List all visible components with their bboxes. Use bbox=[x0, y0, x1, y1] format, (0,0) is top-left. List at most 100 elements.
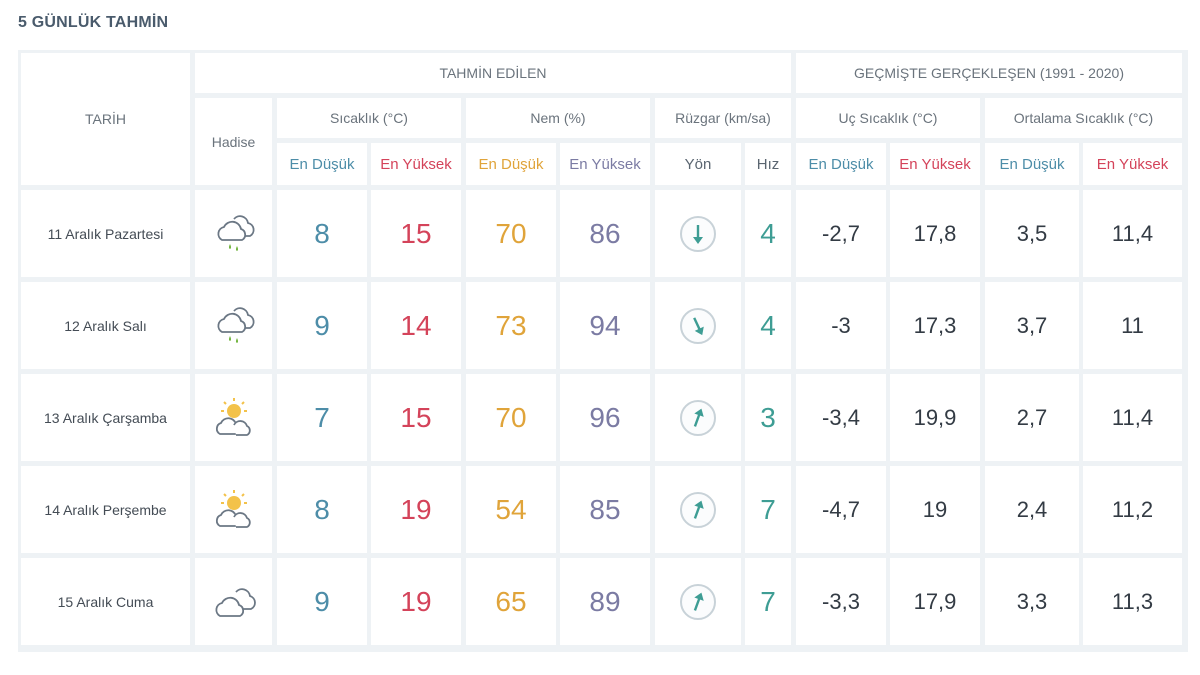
weather-icon-cell bbox=[195, 374, 272, 461]
wind-direction-cell bbox=[655, 466, 741, 553]
ort-high-value: 11,4 bbox=[1111, 220, 1154, 246]
humidity-high-value: 86 bbox=[589, 217, 621, 249]
wind-direction-cell bbox=[655, 558, 741, 645]
wind-speed-value: 3 bbox=[760, 401, 776, 433]
temp-high-value: 19 bbox=[400, 493, 432, 525]
humidity-high-value: 96 bbox=[589, 401, 621, 433]
ort-low-value: 3,7 bbox=[1016, 312, 1048, 338]
date-value: 14 Aralık Perşembe bbox=[44, 501, 167, 518]
humidity-low-value: 73 bbox=[495, 309, 527, 341]
humidity-high-cell: 94 bbox=[560, 282, 650, 369]
humidity-low-cell: 65 bbox=[466, 558, 556, 645]
wind-speed-cell: 4 bbox=[745, 282, 791, 369]
wind-speed-value: 4 bbox=[760, 217, 776, 249]
humidity-high-value: 94 bbox=[589, 309, 621, 341]
humidity-low-value: 54 bbox=[495, 493, 527, 525]
rain-cloud-icon bbox=[210, 302, 258, 350]
ort-low-cell: 2,7 bbox=[985, 374, 1079, 461]
uc-high-value: 17,8 bbox=[913, 220, 957, 246]
ort-high-cell: 11,4 bbox=[1083, 190, 1182, 277]
wind-speed-cell: 7 bbox=[745, 466, 791, 553]
wind-direction-cell bbox=[655, 282, 741, 369]
temp-high-value: 19 bbox=[400, 585, 432, 617]
ort-high-value: 11,3 bbox=[1111, 588, 1154, 614]
wind-direction-cell bbox=[655, 374, 741, 461]
ort-low-cell: 2,4 bbox=[985, 466, 1079, 553]
arrow-up-icon bbox=[693, 500, 704, 519]
header-ruzgar: Rüzgar (km/sa) bbox=[655, 98, 791, 138]
wind-compass bbox=[680, 399, 716, 436]
sub-nem-en-yuksek: En Yüksek bbox=[560, 143, 650, 185]
rain-cloud-icon bbox=[210, 210, 258, 258]
date-cell: 13 Aralık Çarşamba bbox=[21, 374, 190, 461]
uc-high-cell: 17,8 bbox=[890, 190, 980, 277]
temp-high-cell: 19 bbox=[371, 558, 461, 645]
uc-high-cell: 17,3 bbox=[890, 282, 980, 369]
header-tahmin-edilen: TAHMİN EDİLEN bbox=[195, 53, 791, 93]
weather-icon-cell bbox=[195, 466, 272, 553]
uc-high-value: 17,3 bbox=[913, 312, 957, 338]
uc-low-cell: -3,4 bbox=[796, 374, 886, 461]
wind-speed-value: 4 bbox=[760, 309, 776, 341]
ort-low-cell: 3,7 bbox=[985, 282, 1079, 369]
uc-low-cell: -4,7 bbox=[796, 466, 886, 553]
arrow-up-icon bbox=[693, 592, 704, 611]
uc-high-cell: 19 bbox=[890, 466, 980, 553]
date-value: 13 Aralık Çarşamba bbox=[44, 409, 167, 426]
weather-icon-cell bbox=[195, 190, 272, 277]
temp-high-value: 14 bbox=[400, 309, 432, 341]
humidity-low-cell: 73 bbox=[466, 282, 556, 369]
temp-low-cell: 8 bbox=[277, 190, 367, 277]
humidity-high-cell: 86 bbox=[560, 190, 650, 277]
header-nem: Nem (%) bbox=[466, 98, 650, 138]
sub-sicaklik-en-yuksek: En Yüksek bbox=[371, 143, 461, 185]
uc-high-value: 19,9 bbox=[913, 404, 957, 430]
temp-low-value: 8 bbox=[314, 493, 330, 525]
wind-compass bbox=[680, 583, 716, 620]
date-value: 12 Aralık Salı bbox=[64, 317, 147, 334]
humidity-low-cell: 70 bbox=[466, 374, 556, 461]
temp-low-cell: 8 bbox=[277, 466, 367, 553]
temp-low-value: 7 bbox=[314, 401, 330, 433]
uc-low-value: -3 bbox=[831, 312, 851, 338]
temp-high-cell: 14 bbox=[371, 282, 461, 369]
humidity-high-value: 85 bbox=[589, 493, 621, 525]
ort-low-cell: 3,5 bbox=[985, 190, 1079, 277]
date-cell: 15 Aralık Cuma bbox=[21, 558, 190, 645]
ort-high-cell: 11,3 bbox=[1083, 558, 1182, 645]
humidity-high-cell: 85 bbox=[560, 466, 650, 553]
sub-ruzgar-hiz: Hız bbox=[745, 143, 791, 185]
wind-compass bbox=[680, 307, 716, 344]
ort-low-value: 3,3 bbox=[1016, 588, 1048, 614]
date-value: 15 Aralık Cuma bbox=[57, 593, 154, 610]
ort-high-value: 11 bbox=[1121, 312, 1144, 338]
uc-low-cell: -3,3 bbox=[796, 558, 886, 645]
uc-high-cell: 19,9 bbox=[890, 374, 980, 461]
sun-cloud-icon bbox=[210, 486, 258, 534]
sub-sicaklik-en-dusuk: En Düşük bbox=[277, 143, 367, 185]
ort-high-value: 11,2 bbox=[1111, 496, 1154, 522]
sub-ort-en-yuksek: En Yüksek bbox=[1083, 143, 1182, 185]
sub-uc-en-dusuk: En Düşük bbox=[796, 143, 886, 185]
date-cell: 14 Aralık Perşembe bbox=[21, 466, 190, 553]
forecast-table: TARİH TAHMİN EDİLEN GEÇMİŞTE GERÇEKLEŞEN… bbox=[18, 50, 1188, 652]
wind-speed-value: 7 bbox=[760, 493, 776, 525]
humidity-low-cell: 54 bbox=[466, 466, 556, 553]
uc-low-cell: -2,7 bbox=[796, 190, 886, 277]
date-cell: 12 Aralık Salı bbox=[21, 282, 190, 369]
sub-ort-en-dusuk: En Düşük bbox=[985, 143, 1079, 185]
arrow-down-right-icon bbox=[693, 316, 704, 335]
humidity-low-value: 70 bbox=[495, 217, 527, 249]
date-value: 11 Aralık Pazartesi bbox=[47, 225, 164, 242]
humidity-high-cell: 96 bbox=[560, 374, 650, 461]
uc-high-value: 19 bbox=[922, 496, 948, 522]
header-tarih: TARİH bbox=[21, 53, 190, 185]
cloud-icon bbox=[210, 578, 258, 626]
uc-low-cell: -3 bbox=[796, 282, 886, 369]
humidity-high-cell: 89 bbox=[560, 558, 650, 645]
arrow-up-icon bbox=[693, 408, 704, 427]
header-ortalama-sicaklik: Ortalama Sıcaklık (°C) bbox=[985, 98, 1182, 138]
ort-high-value: 11,4 bbox=[1111, 404, 1154, 430]
temp-high-cell: 15 bbox=[371, 190, 461, 277]
sub-ruzgar-yon: Yön bbox=[655, 143, 741, 185]
